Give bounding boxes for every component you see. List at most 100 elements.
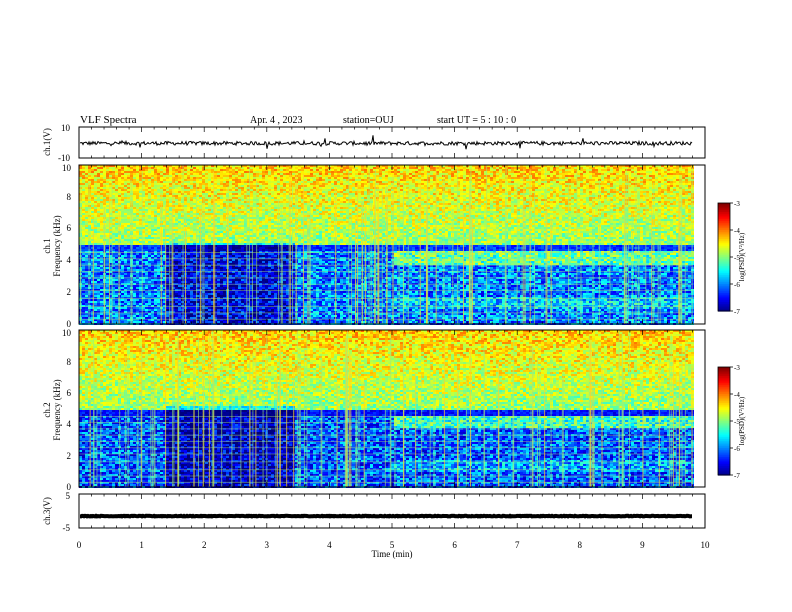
spectrogram-cell [100,291,103,293]
spectrogram-cell [106,281,109,283]
spectrogram-cell [106,171,109,173]
spectrogram-cell [106,205,109,207]
spectrogram-cell [100,245,103,247]
spectrogram-cell [82,247,85,249]
spectrogram-cell [106,295,109,297]
spectrogram-cell [97,181,100,183]
spectrogram-cell [82,309,85,311]
spectrogram-cell [94,225,97,227]
spectrogram-cell [82,321,85,323]
spectrogram-cell [94,291,97,293]
spectrogram-cell [106,197,109,199]
spectrogram-cell [106,189,109,191]
spectrogram-cell [82,207,85,209]
spectrogram-cell [94,179,97,181]
spectrogram-cell [106,203,109,205]
spectrogram-cell [109,169,112,171]
spectrogram-cell [85,301,88,303]
spectrogram-cell [97,225,100,227]
spectrogram-cell [85,267,88,269]
spectrogram-cell [100,261,103,263]
spectrogram-cell [91,193,94,195]
spectrogram-cell [97,199,100,201]
spectrogram-cell [100,267,103,269]
spectrogram-cell [82,191,85,193]
spectrogram-cell [97,245,100,247]
spectrogram-cell [94,197,97,199]
spectrogram-cell [91,175,94,177]
spectrogram-cell [94,181,97,183]
spectrogram-cell [106,181,109,183]
spectrogram-cell [85,189,88,191]
spectrogram-cell [88,169,91,171]
spectrogram-cell [100,241,103,243]
spectrogram-cell [85,219,88,221]
spectrogram-cell [94,313,97,315]
spectrogram-cell [97,317,100,319]
spectrogram-cell [100,169,103,171]
spectrogram-cell [103,179,106,181]
spectrogram-cell [103,199,106,201]
spectrogram-cell [97,263,100,265]
spectrogram-cell [85,193,88,195]
spectrogram-cell [106,267,109,269]
spectrogram-cell [106,173,109,175]
spectrogram-cell [91,217,94,219]
spectrogram-cell [100,209,103,211]
spectrogram-cell [97,183,100,185]
spectrogram-cell [85,221,88,223]
spectrogram-cell [106,307,109,309]
spectrogram-cell [85,215,88,217]
spectrogram-cell [82,217,85,219]
spectrogram-cell [106,253,109,255]
spectrogram-cell [94,173,97,175]
spectrogram-cell [106,179,109,181]
spectrogram-cell [94,193,97,195]
spectrogram-cell [94,175,97,177]
spectrogram-cell [94,171,97,173]
spectrogram-cell [106,299,109,301]
spectrogram-cell [106,215,109,217]
spectrogram-cell [91,205,94,207]
spectrogram-cell [103,173,106,175]
spectrogram-cell [85,317,88,319]
spectrogram-cell [103,167,106,169]
spectrogram-cell [103,171,106,173]
spectrogram-cell [82,303,85,305]
spectrogram-cell [97,187,100,189]
spectrogram-cell [97,209,100,211]
spectrogram-cell [97,201,100,203]
spectrogram-cell [106,169,109,171]
spectrogram-cell [82,279,85,281]
spectrogram-cell [91,181,94,183]
spectrogram-cell [106,249,109,251]
spectrogram-cell [109,189,112,191]
spectrogram-cell [82,181,85,183]
spectrogram-cell [94,215,97,217]
spectrogram-cell [85,313,88,315]
spectrogram-cell [97,241,100,243]
vlf-spectra-figure: VLF Spectra Apr. 4 , 2023 station=OUJ st… [0,0,792,612]
spectrogram-cell [100,317,103,319]
spectrogram-cell [94,239,97,241]
spectrogram-cell [103,177,106,179]
spectrogram-cell [97,177,100,179]
spectrogram-cell [94,217,97,219]
spectrogram-cell [82,199,85,201]
spectrogram-cell [103,191,106,193]
spectrogram-cell [94,253,97,255]
spectrogram-cell [100,199,103,201]
spectrogram-cell [94,223,97,225]
spectrogram-cell [97,269,100,271]
spectrogram-cell [97,239,100,241]
spectrogram-cell [94,249,97,251]
spectrogram-cell [97,259,100,261]
spectrogram-cell [97,229,100,231]
spectrogram-cell [100,259,103,261]
spectrogram-cell [100,315,103,317]
spectrogram-cell [94,199,97,201]
spectrogram-cell [106,273,109,275]
spectrogram-cell [91,171,94,173]
spectrogram-cell [94,259,97,261]
spectrogram-cell [85,203,88,205]
